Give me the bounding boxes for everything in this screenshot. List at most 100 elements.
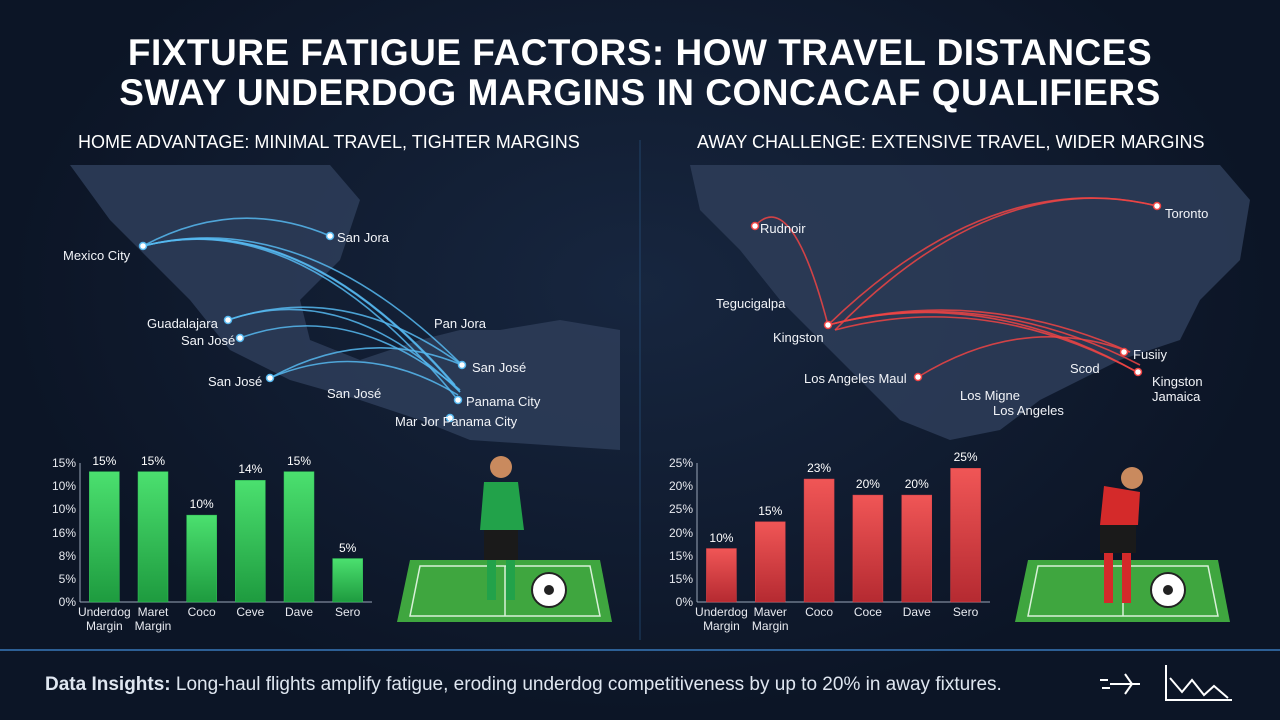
city-label: San José bbox=[181, 333, 236, 348]
city-label: San Jora bbox=[337, 230, 390, 245]
route-arc bbox=[834, 197, 1158, 331]
city-dot bbox=[1119, 347, 1129, 357]
value-label: 15% bbox=[140, 453, 166, 468]
value-label: 15% bbox=[758, 503, 783, 518]
title-line: SWAY UNDERDOG MARGINS IN CONCACAF QUALIF… bbox=[119, 72, 1161, 113]
value-label: 23% bbox=[807, 461, 832, 476]
bar bbox=[755, 521, 786, 603]
y-axis-label: 8% bbox=[58, 548, 76, 563]
footer-label: Data Insights: bbox=[45, 674, 171, 695]
map-left bbox=[70, 165, 620, 450]
city-dot bbox=[235, 333, 245, 343]
icons bbox=[1100, 665, 1232, 701]
player-right bbox=[1100, 467, 1186, 608]
city-label: Panama City bbox=[466, 394, 541, 409]
city-dot bbox=[325, 231, 335, 241]
bar bbox=[137, 471, 169, 603]
y-axis-label: 15% bbox=[668, 571, 693, 586]
bar bbox=[235, 480, 266, 603]
city-label: Scod bbox=[1070, 361, 1100, 376]
value-label: 14% bbox=[238, 462, 263, 477]
city-label: Guadalajara bbox=[147, 316, 218, 331]
route-arc bbox=[142, 217, 331, 247]
x-tick-label: Sero bbox=[334, 605, 361, 619]
city-label: Pan Jora bbox=[434, 316, 487, 331]
bar bbox=[186, 514, 217, 603]
city-dot bbox=[265, 373, 275, 383]
y-axis-label: 10% bbox=[51, 502, 76, 517]
y-axis-label: 25% bbox=[668, 502, 693, 517]
city-label: Los Angeles Maul bbox=[804, 371, 907, 386]
route-arc bbox=[917, 335, 1131, 378]
map-right bbox=[690, 165, 1250, 440]
city-label: Los Migne bbox=[960, 388, 1020, 403]
bar bbox=[89, 471, 120, 603]
y-axis-label: 15% bbox=[668, 548, 693, 563]
route-arc bbox=[754, 216, 829, 326]
route-arc bbox=[142, 237, 456, 386]
value-label: 10% bbox=[709, 530, 734, 545]
city-dot bbox=[457, 360, 467, 370]
bar bbox=[332, 558, 363, 603]
city-dot bbox=[823, 320, 833, 330]
x-tick-label: Dave bbox=[284, 605, 313, 619]
x-tick-label: Dave bbox=[902, 605, 931, 619]
value-label: 20% bbox=[855, 477, 880, 492]
city-label: Toronto bbox=[1165, 206, 1209, 221]
city-dot bbox=[138, 241, 148, 251]
city-label: Mexico City bbox=[63, 248, 131, 263]
city-dot bbox=[453, 395, 463, 405]
value-label: 15% bbox=[92, 453, 117, 468]
city-label: Tegucigalpa bbox=[716, 296, 786, 311]
y-axis-label: 25% bbox=[668, 456, 693, 470]
bar bbox=[852, 494, 884, 603]
city-label: San José bbox=[208, 374, 263, 389]
route-arc bbox=[227, 308, 461, 393]
route-arc bbox=[269, 360, 459, 396]
city-label: San José bbox=[472, 360, 527, 375]
route-arc bbox=[834, 316, 1138, 373]
city-dot bbox=[913, 372, 923, 382]
y-axis-label: 15% bbox=[51, 456, 76, 470]
x-tick-label: Underdog Margin bbox=[695, 605, 748, 633]
footer-text: Long-haul flights amplify fatigue, erodi… bbox=[175, 674, 1002, 695]
x-tick-label: Ceve bbox=[236, 605, 265, 619]
route-arc bbox=[827, 310, 1141, 366]
x-tick-label: Maver Margin bbox=[751, 605, 789, 633]
value-label: 25% bbox=[953, 450, 978, 465]
bar bbox=[950, 468, 981, 603]
title-line: FIXTURE FATIGUE FACTORS: HOW TRAVEL DIST… bbox=[127, 32, 1153, 73]
value-label: 15% bbox=[286, 453, 312, 468]
city-dot bbox=[223, 315, 233, 325]
city-label: Mar Jor Panama City bbox=[395, 414, 518, 429]
y-axis-label: 10% bbox=[51, 479, 76, 494]
city-dot bbox=[445, 413, 455, 423]
y-axis-label: 0% bbox=[58, 595, 76, 609]
route-arc bbox=[269, 347, 463, 379]
city-label: Los Angeles bbox=[993, 403, 1064, 418]
x-tick-label: Maret Margin bbox=[134, 605, 172, 633]
value-label: 10% bbox=[189, 497, 214, 512]
city-dot bbox=[750, 221, 760, 231]
city-label: Kingston Jamaica bbox=[1152, 374, 1203, 404]
bar bbox=[803, 478, 835, 603]
bar bbox=[283, 471, 315, 603]
x-tick-label: Underdog Margin bbox=[77, 605, 131, 633]
city-dot bbox=[1133, 367, 1143, 377]
footer: Data Insights: Long-haul flights amplify… bbox=[45, 674, 1002, 696]
x-tick-label: Sero bbox=[952, 605, 979, 619]
x-tick-label: Coco bbox=[805, 605, 834, 619]
city-label: Kingston bbox=[773, 330, 824, 345]
y-axis-label: 20% bbox=[668, 479, 693, 494]
x-tick-label: Coce bbox=[853, 605, 882, 619]
city-label: San José bbox=[327, 386, 382, 401]
value-label: 20% bbox=[904, 477, 929, 492]
panel-subtitle: AWAY CHALLENGE: EXTENSIVE TRAVEL, WIDER … bbox=[697, 132, 1205, 152]
x-tick-label: Coco bbox=[187, 605, 216, 619]
y-axis-label: 16% bbox=[51, 525, 76, 540]
city-dot bbox=[1152, 201, 1162, 211]
city-label: Fusiiy bbox=[1133, 347, 1167, 362]
city-label: Rudnoir bbox=[760, 221, 806, 236]
